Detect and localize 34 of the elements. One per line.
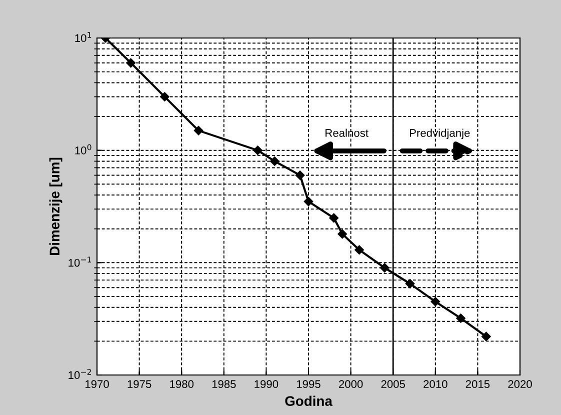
point: [329, 213, 339, 223]
point: [304, 196, 314, 206]
x-tick-label: 2010: [424, 380, 448, 388]
point: [270, 156, 280, 166]
x-tick-label: 1995: [296, 380, 320, 388]
y-tick-label: 10$^{0}$: [75, 144, 92, 154]
point: [338, 229, 347, 239]
x-tick-label: 2005: [381, 380, 405, 388]
point: [160, 92, 170, 102]
x-tick-label: 1975: [128, 380, 152, 388]
point: [380, 263, 390, 272]
annotation: Realnost: [326, 128, 368, 137]
x-tick-label: 2000: [339, 380, 363, 388]
x-tick-label: 1980: [170, 380, 194, 388]
point: [354, 245, 364, 254]
x-tick-label: 2020: [508, 380, 532, 388]
x-tick-label: 1970: [85, 380, 109, 388]
point: [405, 279, 415, 288]
point: [126, 58, 136, 68]
point: [482, 332, 491, 342]
point: [430, 297, 440, 306]
x-axis-title: Godina: [285, 396, 333, 406]
point: [194, 126, 204, 136]
point: [456, 314, 466, 323]
point: [253, 146, 262, 155]
x-tick-label: 1985: [212, 380, 236, 388]
annotation: Predvidjanje: [410, 128, 470, 140]
x-tick-label: 2015: [466, 380, 490, 388]
point: [295, 170, 305, 180]
x-tick-label: 1990: [254, 380, 278, 388]
y-axis-title: Dimenzije [um]: [49, 158, 62, 255]
y-tick-label: 10$^{1}$: [75, 32, 92, 42]
y-tick-label: 10$^{−2}$: [68, 368, 91, 380]
y-tick-label: 10$^{−1}$: [68, 256, 92, 267]
